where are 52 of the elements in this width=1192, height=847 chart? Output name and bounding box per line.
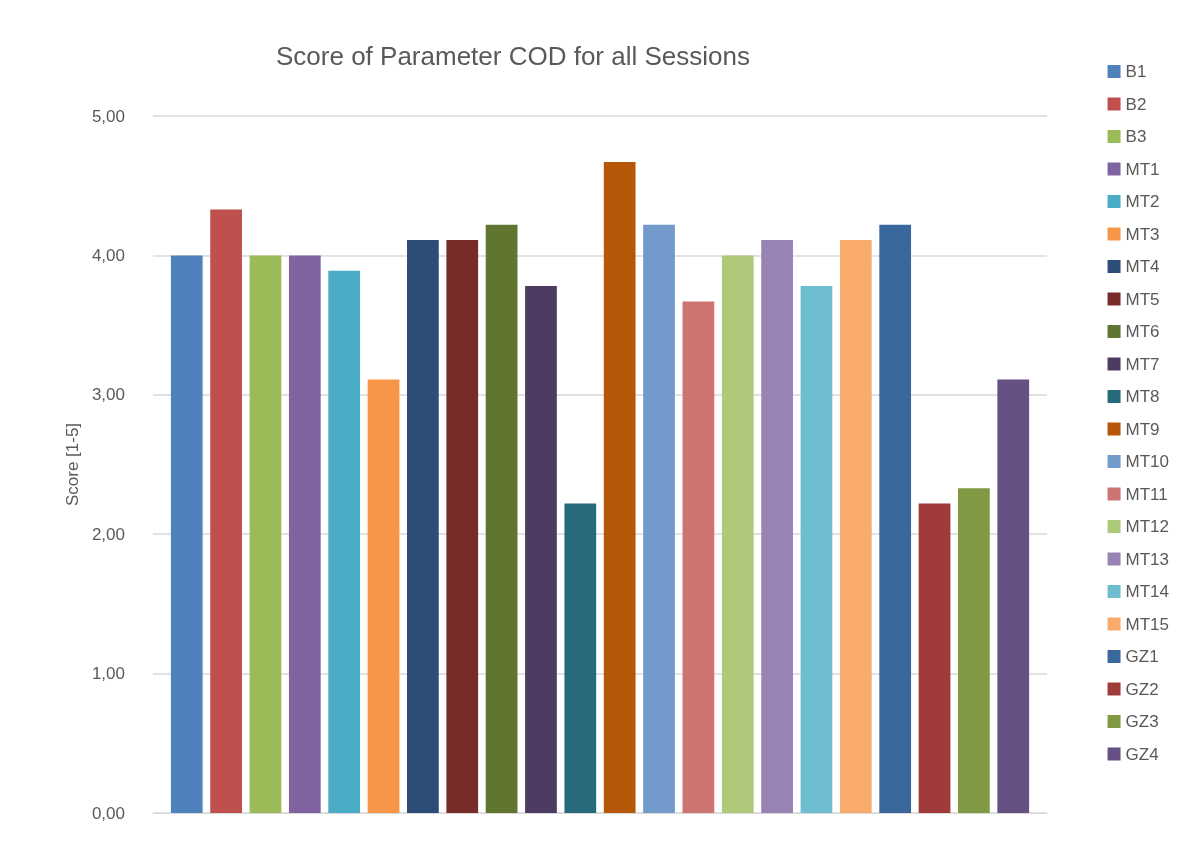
y-tick-label: 5,00 (91, 106, 125, 126)
chart-title: Score of Parameter COD for all Sessions (276, 41, 750, 71)
bar (249, 255, 282, 813)
bar (721, 255, 754, 813)
legend-label: B2 (1125, 94, 1147, 114)
legend-label: MT11 (1125, 484, 1168, 504)
legend-label: MT12 (1125, 517, 1170, 536)
legend-label: MT4 (1125, 257, 1160, 276)
bar (879, 224, 912, 813)
legend-label: MT15 (1125, 614, 1170, 634)
legend-label: GZ2 (1125, 679, 1159, 699)
y-tick-label: 4,00 (91, 245, 125, 265)
legend-label: B1 (1125, 62, 1147, 81)
legend-label: GZ4 (1125, 744, 1159, 764)
bar (288, 255, 321, 813)
bar (446, 240, 479, 813)
y-tick-label: 1,00 (91, 664, 125, 684)
bar (564, 503, 597, 813)
legend-label: MT14 (1125, 582, 1170, 601)
bar (603, 162, 636, 813)
bar (761, 240, 793, 813)
bar (918, 503, 951, 813)
y-tick-label: 0,00 (91, 803, 125, 823)
bar (485, 224, 518, 813)
legend-label: GZ3 (1125, 712, 1159, 731)
bar (407, 240, 439, 813)
y-axis-title: Score [1-5] (63, 422, 83, 507)
legend-label: GZ1 (1125, 647, 1159, 666)
bar (800, 286, 833, 813)
bar (958, 488, 990, 813)
bar (328, 270, 361, 813)
legend-label: MT7 (1125, 354, 1160, 374)
legend-label: MT10 (1125, 452, 1170, 471)
bar (525, 286, 557, 813)
bar (367, 379, 400, 813)
bar (210, 209, 242, 813)
legend-label: MT3 (1125, 224, 1160, 244)
legend-label: MT8 (1125, 387, 1160, 406)
legend-label: MT13 (1125, 549, 1170, 569)
bar (170, 255, 203, 813)
legend-label: MT2 (1125, 192, 1160, 211)
bar (682, 301, 715, 813)
legend-label: B3 (1125, 127, 1147, 146)
y-tick-label: 2,00 (91, 524, 125, 544)
bar (997, 379, 1030, 813)
legend-label: MT5 (1125, 289, 1160, 309)
legend-label: MT6 (1125, 322, 1160, 341)
bar (839, 240, 872, 813)
legend-label: MT9 (1125, 419, 1160, 439)
y-tick-label: 3,00 (91, 385, 125, 405)
legend-label: MT1 (1125, 159, 1160, 179)
bar (643, 224, 675, 813)
